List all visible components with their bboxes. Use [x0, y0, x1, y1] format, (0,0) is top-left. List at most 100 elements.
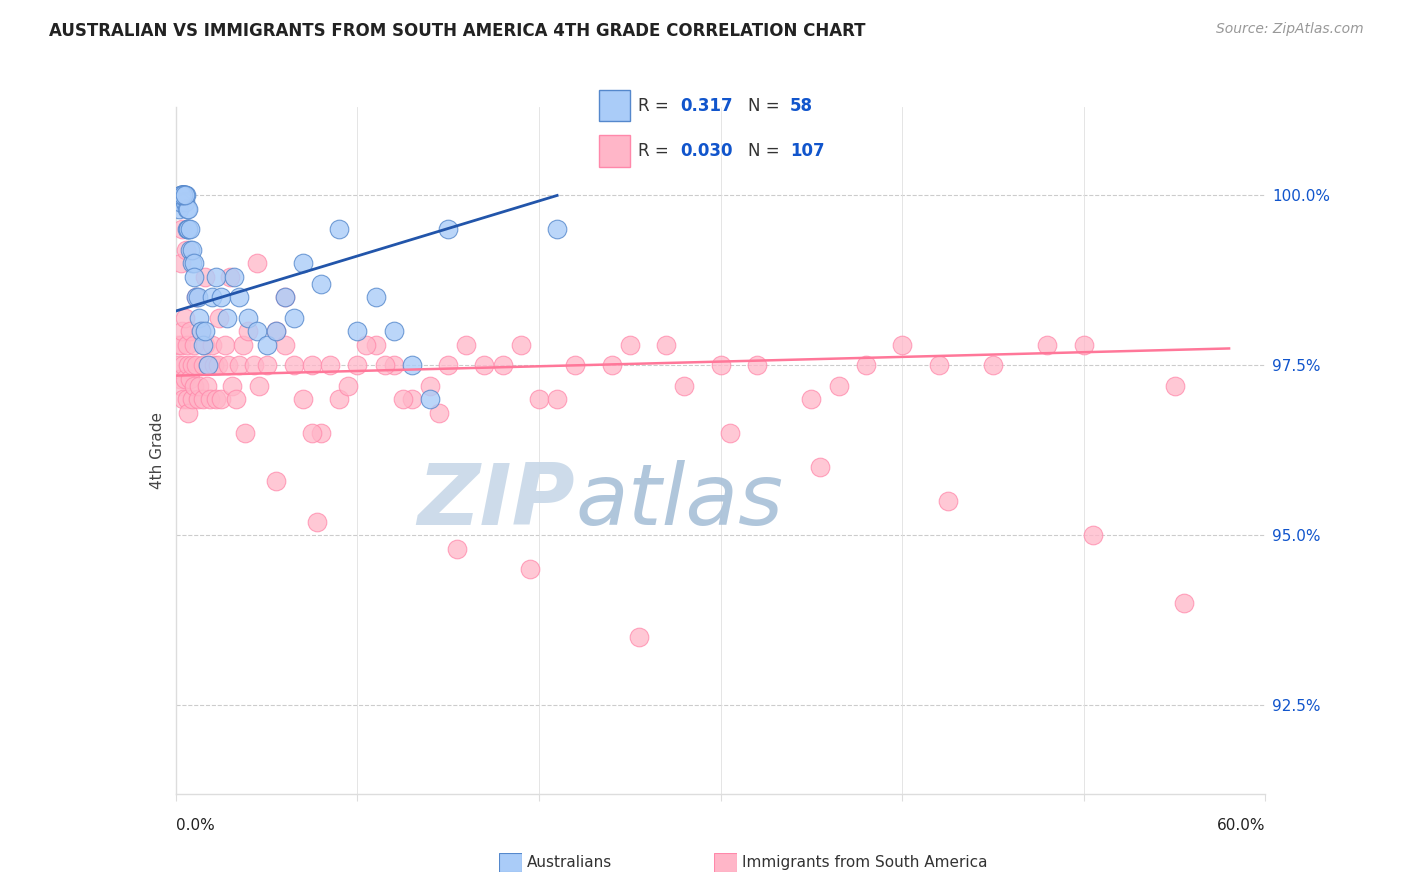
- Point: [291, 392, 314, 407]
- Point: [170, 256, 193, 270]
- Point: [401, 392, 423, 407]
- Text: 0.0%: 0.0%: [176, 818, 215, 832]
- Point: [176, 338, 198, 352]
- Point: [173, 188, 195, 202]
- Point: [177, 202, 200, 216]
- Point: [364, 290, 387, 304]
- Point: [170, 379, 193, 393]
- Text: 107: 107: [790, 142, 825, 160]
- Point: [673, 379, 696, 393]
- Point: [309, 426, 332, 441]
- Point: [346, 325, 368, 339]
- Point: [172, 188, 194, 202]
- Point: [172, 359, 194, 373]
- Point: [188, 310, 211, 325]
- Point: [186, 392, 209, 407]
- Point: [204, 270, 226, 285]
- Point: [172, 188, 194, 202]
- Point: [176, 202, 198, 216]
- Point: [176, 222, 198, 236]
- Point: [181, 256, 204, 270]
- Point: [564, 359, 586, 373]
- Point: [172, 188, 194, 202]
- Point: [382, 325, 405, 339]
- Point: [181, 243, 204, 257]
- Point: [264, 325, 287, 339]
- Point: [810, 460, 832, 475]
- Point: [208, 310, 231, 325]
- Point: [627, 631, 650, 645]
- Bar: [599, 136, 630, 167]
- Point: [190, 325, 212, 339]
- Point: [194, 325, 217, 339]
- Point: [183, 256, 205, 270]
- Point: [170, 338, 193, 352]
- Point: [183, 379, 205, 393]
- Point: [238, 325, 260, 339]
- Point: [209, 392, 232, 407]
- Point: [183, 270, 205, 285]
- Point: [264, 325, 287, 339]
- Point: [274, 338, 297, 352]
- Point: [214, 338, 236, 352]
- Point: [1163, 379, 1185, 393]
- Point: [197, 359, 219, 373]
- Point: [446, 542, 468, 557]
- Point: [401, 359, 423, 373]
- Point: [1073, 338, 1095, 352]
- Point: [179, 325, 201, 339]
- Point: [184, 290, 207, 304]
- Point: [301, 359, 323, 373]
- Text: 60.0%: 60.0%: [1218, 818, 1265, 832]
- Point: [437, 222, 460, 236]
- Point: [346, 359, 368, 373]
- Point: [228, 359, 250, 373]
- Point: [337, 379, 360, 393]
- Point: [173, 372, 195, 386]
- Text: Australians: Australians: [527, 855, 613, 870]
- Point: [200, 392, 222, 407]
- Point: [283, 359, 305, 373]
- Point: [183, 338, 205, 352]
- Point: [233, 426, 256, 441]
- Text: Immigrants from South America: Immigrants from South America: [742, 855, 988, 870]
- Point: [274, 290, 297, 304]
- Point: [201, 290, 224, 304]
- Point: [195, 379, 218, 393]
- Point: [247, 379, 270, 393]
- Point: [181, 392, 204, 407]
- Point: [283, 310, 305, 325]
- Point: [179, 243, 201, 257]
- Point: [172, 188, 194, 202]
- Point: [600, 359, 623, 373]
- Point: [1081, 528, 1104, 542]
- Point: [391, 392, 413, 407]
- Point: [264, 474, 287, 488]
- Point: [173, 188, 195, 202]
- Point: [173, 188, 195, 202]
- Point: [221, 379, 243, 393]
- Point: [307, 515, 329, 529]
- Point: [427, 406, 450, 420]
- Point: [207, 359, 229, 373]
- Point: [232, 338, 254, 352]
- Point: [170, 188, 193, 202]
- Point: [176, 392, 198, 407]
- Point: [170, 188, 193, 202]
- Point: [209, 290, 232, 304]
- Point: [519, 562, 541, 576]
- Point: [191, 338, 214, 352]
- Point: [219, 270, 242, 285]
- Point: [619, 338, 641, 352]
- Point: [191, 392, 214, 407]
- Text: ZIP: ZIP: [418, 460, 575, 543]
- Point: [188, 379, 211, 393]
- Point: [1173, 597, 1195, 611]
- Point: [177, 359, 200, 373]
- Point: [256, 338, 278, 352]
- Point: [202, 359, 225, 373]
- Text: N =: N =: [748, 97, 785, 115]
- Point: [172, 325, 194, 339]
- Point: [173, 188, 195, 202]
- Point: [184, 359, 207, 373]
